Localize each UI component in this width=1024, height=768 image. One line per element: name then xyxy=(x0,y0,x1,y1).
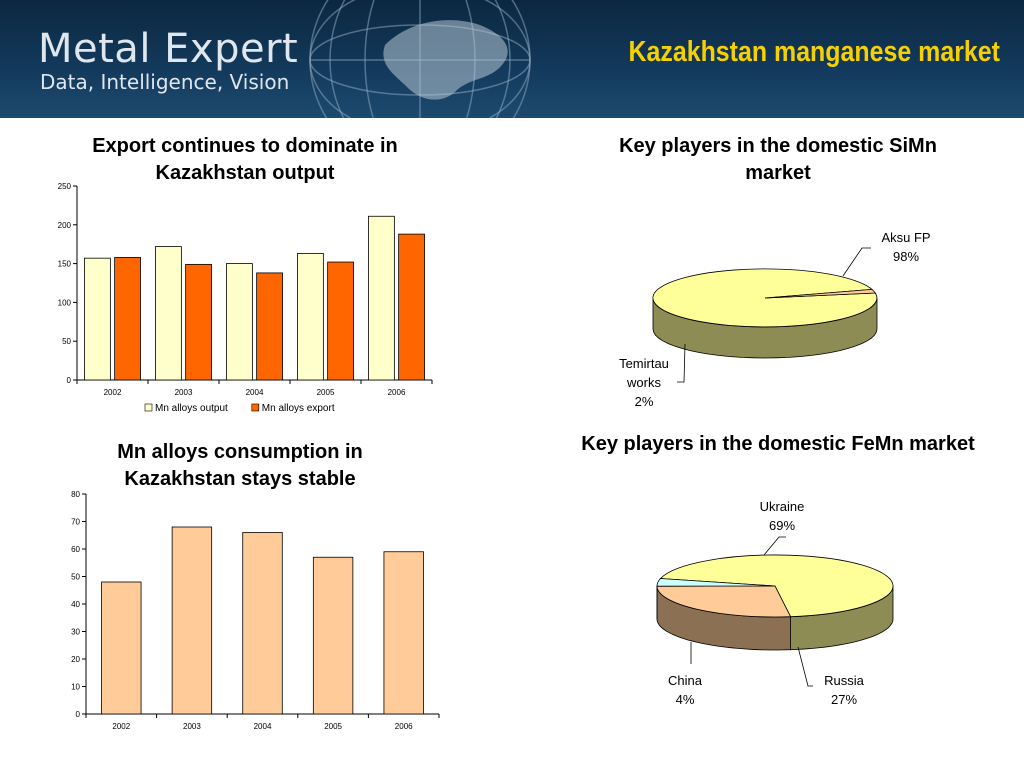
x-tick-label: 2005 xyxy=(324,722,342,731)
bar-2005-1 xyxy=(327,261,354,381)
x-tick-label: 2003 xyxy=(175,388,193,397)
bar-2006 xyxy=(383,551,424,715)
pie-category-label: Russia xyxy=(824,673,865,688)
pie-pct-label: 4% xyxy=(676,692,695,707)
pie-category-label: works xyxy=(626,375,661,390)
chart-title-consumption: Mn alloys consumption in Kazakhstan stay… xyxy=(117,441,363,490)
pie-slice-ukraine xyxy=(659,554,894,618)
legend-swatch xyxy=(251,403,260,412)
x-tick-label: 2002 xyxy=(112,722,130,731)
legend-label: Mn alloys output xyxy=(155,403,228,414)
legend-label: Mn alloys export xyxy=(262,403,335,414)
x-tick-label: 2005 xyxy=(317,388,335,397)
pie-leader-line xyxy=(797,646,813,687)
y-tick-label: 250 xyxy=(58,182,72,191)
bar-2005-0 xyxy=(297,253,324,381)
x-tick-label: 2006 xyxy=(388,388,406,397)
x-tick-label: 2003 xyxy=(183,722,201,731)
bar-2002-1 xyxy=(114,256,141,381)
y-tick-label: 0 xyxy=(76,710,81,719)
bar-2005 xyxy=(312,556,354,715)
y-tick-label: 60 xyxy=(71,545,80,554)
legend-swatch xyxy=(144,403,153,412)
pie-category-label: Temirtau xyxy=(619,356,669,371)
bar-2003-1 xyxy=(185,263,212,381)
y-tick-label: 10 xyxy=(71,683,80,692)
pie-slice-temirtau-works xyxy=(764,288,877,299)
pie-pct-label: 98% xyxy=(893,249,919,264)
y-tick-label: 200 xyxy=(58,221,72,230)
header-banner: Metal Expert Data, Intelligence, Vision … xyxy=(0,0,1024,118)
y-tick-label: 40 xyxy=(71,600,80,609)
pie-slice-russia xyxy=(656,585,792,618)
pie-pct-label: 2% xyxy=(635,394,654,409)
x-tick-label: 2004 xyxy=(254,722,272,731)
y-tick-label: 150 xyxy=(58,260,72,269)
bar-2006-1 xyxy=(398,233,425,381)
pie-category-label: Ukraine xyxy=(760,499,805,514)
chart-title-simn: Key players in the domestic SiMn market xyxy=(619,135,937,184)
y-tick-label: 50 xyxy=(71,573,80,582)
pie-pct-label: 27% xyxy=(831,692,857,707)
y-tick-label: 30 xyxy=(71,628,80,637)
bar-2004 xyxy=(242,532,283,715)
x-tick-label: 2002 xyxy=(104,388,122,397)
y-tick-label: 100 xyxy=(58,298,72,307)
pie-category-label: Aksu FP xyxy=(881,230,930,245)
globe-icon xyxy=(309,0,531,118)
y-tick-label: 80 xyxy=(71,490,80,499)
pie-category-label: China xyxy=(668,673,703,688)
chart-title-export: Export continues to dominate in Kazakhst… xyxy=(92,135,398,184)
bar-2002-0 xyxy=(84,257,111,381)
pie-slice-aksu-fp xyxy=(652,268,878,328)
bar-2004-0 xyxy=(226,263,253,381)
bar-2003 xyxy=(171,526,213,715)
pie-pct-label: 69% xyxy=(769,518,795,533)
bar-2006-0 xyxy=(368,215,395,381)
brand-tagline: Data, Intelligence, Vision xyxy=(40,70,290,94)
bar-2002 xyxy=(101,581,142,715)
y-tick-label: 0 xyxy=(67,376,72,385)
pie-leader-line xyxy=(763,536,786,556)
x-tick-label: 2006 xyxy=(395,722,413,731)
y-tick-label: 70 xyxy=(71,518,80,527)
slide-title: Kazakhstan manganese market xyxy=(628,36,1000,68)
pie-slice-china xyxy=(656,578,776,587)
y-tick-label: 50 xyxy=(62,337,71,346)
brand-logo-text: Metal Expert xyxy=(38,26,299,72)
pie-leader-line xyxy=(677,343,686,383)
y-tick-label: 20 xyxy=(71,655,80,664)
bar-2004-1 xyxy=(256,272,283,381)
bar-2003-0 xyxy=(155,246,182,381)
pie-leader-line xyxy=(842,247,871,277)
chart-title-femn: Key players in the domestic FeMn market xyxy=(581,433,975,455)
x-tick-label: 2004 xyxy=(246,388,264,397)
